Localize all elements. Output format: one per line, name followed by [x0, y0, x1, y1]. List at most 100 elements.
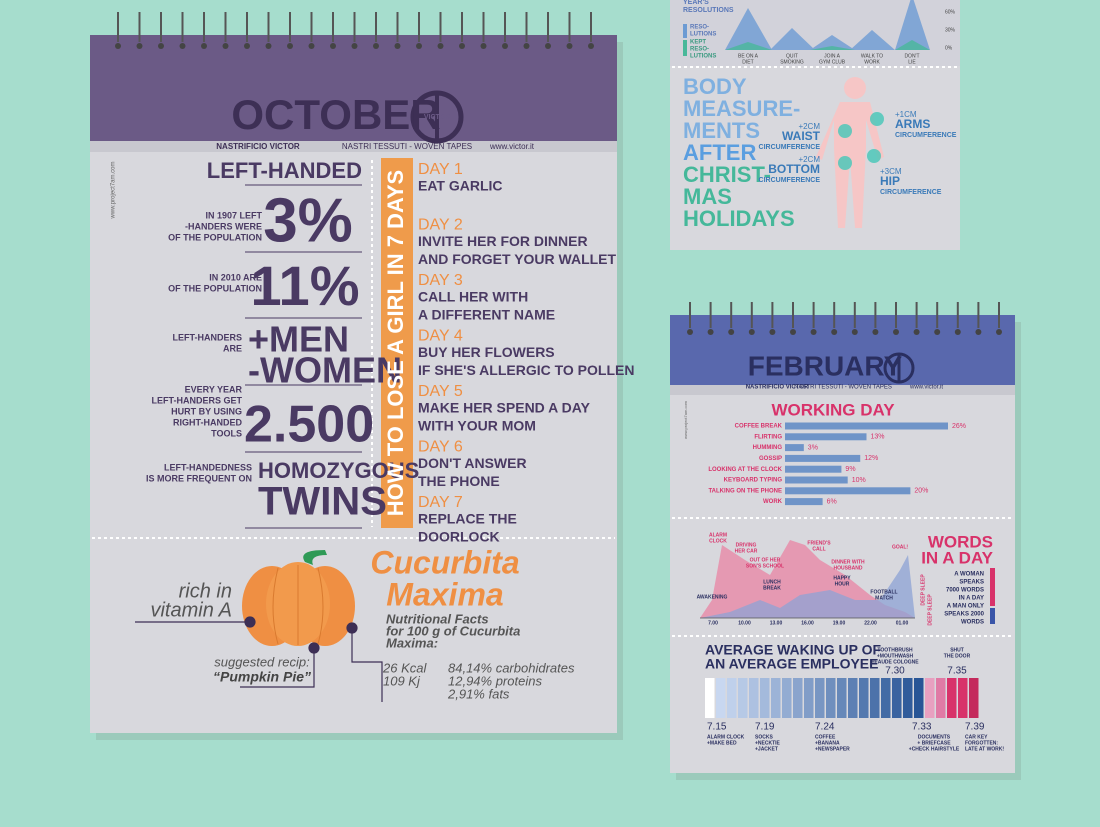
recipe: “Pumpkin Pie” — [213, 669, 311, 685]
fact-big: 11% — [251, 254, 360, 317]
spiral-hole — [790, 329, 796, 335]
time-note: +EAUDE COLOGNE — [871, 659, 919, 665]
event-label: DRIVING — [736, 542, 757, 548]
tagline: NASTRI TESSUTI - WOVEN TAPES — [342, 142, 472, 151]
fact-big: +MEN — [248, 319, 349, 360]
category-label: LOOKING AT THE CLOCK — [708, 467, 782, 473]
category-label: QUIT — [786, 53, 798, 59]
event-label: BREAK — [763, 585, 781, 591]
spiral-hole — [158, 43, 164, 49]
fact-big: 2.500 — [244, 396, 374, 454]
time-stripe — [760, 678, 770, 718]
event-label: HAPPY — [833, 575, 851, 581]
spiral-hole — [728, 329, 735, 335]
time-note: +NECKTIE — [755, 740, 781, 746]
time-stripe — [771, 678, 781, 718]
time-stripe — [815, 678, 825, 718]
tick-label: 60% — [945, 9, 956, 15]
bar — [785, 433, 867, 441]
time: 7.15 — [707, 722, 727, 733]
legend-entry: RESO- — [690, 25, 709, 31]
note-label: CIRCUMFERENCE — [895, 132, 957, 139]
spiral-hole — [588, 43, 594, 49]
event-label: AWAKENING — [697, 594, 728, 600]
energy: 26 Kcal — [382, 660, 427, 675]
value-label: 3% — [808, 444, 818, 451]
spiral-hole — [222, 43, 229, 49]
category-label: HUMMING — [753, 445, 783, 451]
time: 7.33 — [912, 722, 932, 733]
nutrients: 12,94% proteins — [448, 673, 542, 688]
spiral-hole — [179, 43, 186, 49]
body-title: MENTS — [683, 118, 760, 143]
spiral-hole — [934, 329, 941, 335]
words-title: WORDS — [928, 532, 993, 551]
rich-text: rich in — [179, 580, 232, 602]
time-note: SOCKS — [755, 734, 773, 740]
legend-entry: RESO- — [690, 47, 709, 53]
time-note: CAR KEY — [965, 734, 988, 740]
side-url: www.project7am.com — [683, 400, 688, 439]
fact-note: IN 1907 LEFT — [205, 210, 262, 220]
time: 7.30 — [885, 666, 905, 677]
facts-title: Nutritional Facts — [386, 611, 489, 626]
day-label: DAY 2 — [418, 217, 463, 234]
time-stripe — [793, 678, 803, 718]
note-label: CIRCUMFERENCE — [880, 189, 942, 196]
spiral-hole — [707, 329, 714, 335]
time: 7.24 — [815, 722, 835, 733]
tagline: NASTRI TESSUTI - WOVEN TAPES — [794, 385, 892, 391]
fact-note: IS MORE FREQUENT ON — [146, 473, 252, 483]
spiral-hole — [330, 43, 336, 49]
event-label: MATCH — [875, 595, 893, 601]
time-stripe — [782, 678, 792, 718]
category-label: DIET — [742, 59, 753, 65]
time-note: +MAKE BED — [707, 740, 737, 746]
spiral-hole — [416, 43, 422, 49]
october-band — [90, 141, 617, 152]
category-label: LIE — [908, 59, 916, 65]
bar — [785, 422, 948, 430]
note-delta: +3CM — [880, 167, 902, 176]
bar — [785, 444, 804, 452]
fact-note: LEFT-HANDERS — [173, 332, 243, 342]
category-label: WALK TO — [861, 53, 883, 59]
day-text: CALL HER WITH — [418, 289, 528, 305]
note-delta: +1CM — [895, 110, 917, 119]
category-label: TALKING ON THE PHONE — [708, 488, 782, 494]
time: 7.35 — [947, 666, 967, 677]
day-label: DAY 4 — [418, 328, 463, 345]
spiral-hole — [748, 329, 755, 335]
spiral-hole — [566, 43, 573, 49]
section-title: LEFT-HANDED — [207, 158, 362, 183]
fact-note: OF THE POPULATION — [168, 283, 262, 293]
spiral-hole — [893, 329, 899, 335]
day-label: DAY 7 — [418, 494, 463, 511]
legend-entry: KEPT — [690, 40, 706, 46]
pumpkin-pointers — [135, 616, 383, 702]
category-label: BE ON A — [738, 53, 759, 59]
words-note: A WOMAN — [954, 572, 984, 578]
time-stripe — [903, 678, 913, 718]
words-note: A MAN ONLY — [947, 604, 984, 610]
logo-text: VICTOR — [424, 114, 450, 121]
resolutions-title: RESOLUTIONS — [683, 7, 734, 14]
fact-big: HOMOZYGOUS — [258, 458, 419, 483]
time-stripe — [705, 678, 715, 718]
day-label: DAY 5 — [418, 383, 463, 400]
day-text: DON'T ANSWER — [418, 455, 527, 471]
day-text: INVITE HER FOR DINNER — [418, 233, 588, 249]
body-title: MAS — [683, 184, 732, 209]
day-text: IF SHE'S ALLERGIC TO POLLEN — [418, 362, 634, 378]
event-label: FRIEND'S — [807, 540, 831, 546]
category-label: COFFEE BREAK — [735, 424, 783, 430]
brand: NASTRIFICIO VICTOR — [216, 142, 300, 151]
tick-label: 0% — [945, 45, 953, 51]
brand: NASTRIFICIO VICTOR — [746, 385, 809, 391]
woman-bar — [990, 568, 995, 606]
time-note: FORGOTTEN: — [965, 740, 998, 746]
time-stripe — [936, 678, 946, 718]
time-note: +MOUTHWASH — [877, 653, 914, 659]
value-label: 13% — [871, 434, 885, 441]
time-note: COFFEE — [815, 734, 836, 740]
